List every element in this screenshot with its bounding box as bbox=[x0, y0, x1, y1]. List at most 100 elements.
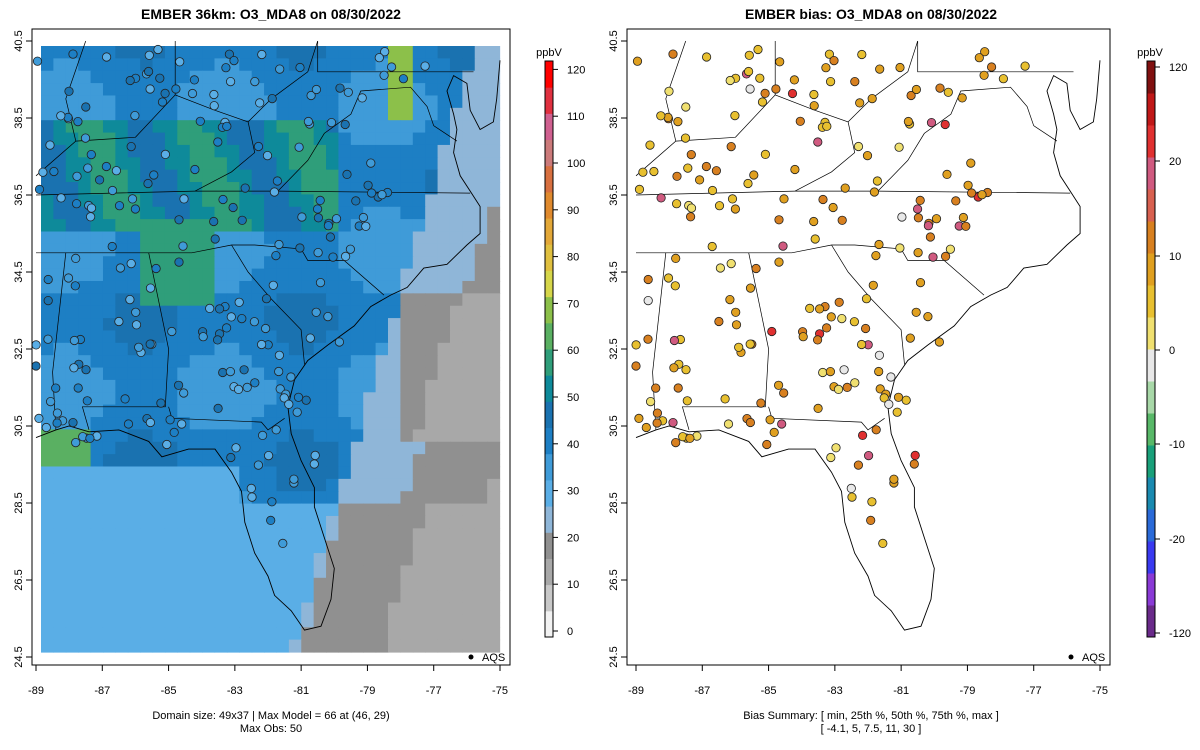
model-grid-cell bbox=[400, 540, 414, 554]
model-grid-cell bbox=[313, 318, 327, 332]
aqs-bias-marker bbox=[926, 118, 937, 128]
model-grid-cell bbox=[474, 268, 488, 282]
model-grid-cell bbox=[400, 417, 414, 430]
model-grid-cell bbox=[425, 466, 439, 480]
model-grid-cell bbox=[90, 58, 104, 72]
colorbar-tick-label: 0 bbox=[1169, 345, 1175, 357]
state-boundary bbox=[917, 41, 1074, 73]
model-grid-cell bbox=[388, 515, 401, 529]
colorbar-swatch bbox=[545, 270, 553, 298]
model-grid-cell bbox=[474, 95, 488, 109]
aqs-bias-marker bbox=[850, 77, 860, 87]
model-grid-cell bbox=[214, 182, 228, 196]
aqs-site-marker bbox=[69, 363, 79, 373]
model-grid-cell bbox=[288, 83, 302, 97]
model-grid-cell bbox=[177, 602, 191, 616]
model-grid-cell bbox=[363, 367, 377, 381]
model-grid-cell bbox=[326, 157, 340, 171]
right-map-frame bbox=[626, 28, 1111, 666]
model-grid-cell bbox=[301, 590, 315, 604]
model-grid-cell bbox=[164, 219, 178, 233]
model-grid-cell bbox=[102, 280, 116, 294]
model-grid-cell bbox=[177, 144, 191, 158]
model-grid-cell bbox=[152, 355, 166, 369]
aqs-site-marker bbox=[231, 443, 241, 453]
model-grid-cell bbox=[487, 107, 501, 121]
model-grid-cell bbox=[449, 194, 463, 208]
model-grid-cell bbox=[264, 503, 278, 517]
model-grid-cell bbox=[474, 590, 488, 604]
model-grid-cell bbox=[412, 194, 426, 208]
model-grid-cell bbox=[487, 404, 501, 418]
model-grid-cell bbox=[102, 441, 116, 455]
model-grid-cell bbox=[313, 478, 327, 492]
model-grid-cell bbox=[412, 528, 426, 542]
model-grid-cell bbox=[189, 553, 203, 567]
model-grid-cell bbox=[400, 602, 414, 616]
model-grid-cell bbox=[115, 639, 129, 653]
model-grid-cell bbox=[239, 614, 253, 628]
model-grid-cell bbox=[226, 577, 240, 591]
model-grid-cell bbox=[412, 280, 426, 294]
aqs-site-marker bbox=[377, 190, 387, 200]
model-grid-cell bbox=[164, 58, 178, 72]
model-grid-cell bbox=[127, 553, 141, 567]
aqs-bias-marker bbox=[707, 185, 718, 196]
model-grid-cell bbox=[313, 95, 327, 109]
model-grid-cell bbox=[189, 466, 203, 480]
model-grid-cell bbox=[164, 577, 178, 591]
model-grid-cell bbox=[400, 454, 414, 468]
aqs-site-marker bbox=[262, 151, 273, 161]
model-grid-cell bbox=[338, 107, 352, 121]
model-grid-cell bbox=[474, 305, 488, 319]
model-grid-cell bbox=[264, 231, 278, 245]
aqs-site-marker bbox=[189, 75, 199, 85]
model-grid-cell bbox=[65, 243, 79, 257]
model-grid-cell bbox=[90, 614, 104, 628]
model-grid-cell bbox=[90, 627, 104, 641]
colorbar-swatch bbox=[1147, 317, 1155, 350]
aqs-bias-marker bbox=[664, 86, 674, 96]
aqs-site-marker bbox=[195, 116, 205, 126]
model-grid-cell bbox=[437, 305, 451, 319]
aqs-site-marker bbox=[292, 407, 302, 417]
aqs-bias-marker bbox=[931, 214, 942, 224]
model-grid-cell bbox=[425, 243, 439, 257]
model-grid-cell bbox=[276, 107, 290, 121]
model-grid-cell bbox=[164, 367, 178, 381]
aqs-bias-marker bbox=[945, 244, 956, 254]
model-grid-cell bbox=[202, 318, 216, 332]
model-grid-cell bbox=[437, 293, 451, 307]
model-grid-cell bbox=[140, 540, 154, 554]
aqs-bias-marker bbox=[868, 280, 878, 290]
aqs-site-marker bbox=[253, 460, 263, 470]
model-grid-cell bbox=[127, 577, 141, 591]
aqs-site-marker bbox=[271, 425, 281, 435]
aqs-bias-marker bbox=[853, 460, 864, 470]
model-grid-cell bbox=[487, 293, 501, 307]
model-grid-cell bbox=[127, 540, 141, 554]
model-grid-cell bbox=[140, 206, 154, 220]
model-grid-cell bbox=[41, 639, 54, 653]
model-grid-cell bbox=[301, 243, 315, 257]
model-grid-cell bbox=[487, 342, 501, 356]
model-grid-cell bbox=[214, 466, 228, 480]
model-grid-cell bbox=[90, 107, 104, 121]
model-grid-cell bbox=[115, 602, 129, 616]
model-grid-cell bbox=[53, 182, 67, 196]
aqs-site-marker bbox=[174, 215, 184, 225]
model-grid-cell bbox=[251, 243, 265, 257]
model-grid-cell bbox=[202, 429, 216, 443]
aqs-site-marker bbox=[68, 417, 78, 428]
model-grid-cell bbox=[375, 627, 389, 641]
colorbar-swatch bbox=[1147, 125, 1155, 158]
model-grid-cell bbox=[301, 256, 315, 270]
model-grid-cell bbox=[202, 614, 216, 628]
model-grid-cell bbox=[90, 70, 104, 84]
model-grid-cell bbox=[487, 231, 501, 245]
model-grid-cell bbox=[140, 441, 154, 455]
model-grid-cell bbox=[449, 639, 463, 653]
model-grid-cell bbox=[140, 478, 154, 492]
model-grid-cell bbox=[313, 355, 327, 369]
model-grid-cell bbox=[449, 318, 463, 332]
